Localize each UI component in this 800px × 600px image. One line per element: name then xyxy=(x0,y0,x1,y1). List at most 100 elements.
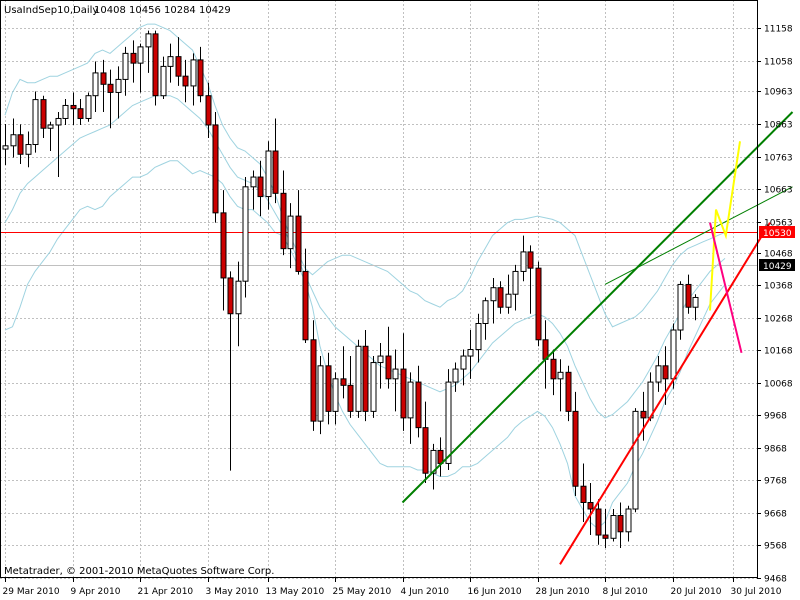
candle-bear xyxy=(77,108,84,119)
y-tick-label: 10468 xyxy=(764,250,793,260)
candle-bull xyxy=(610,515,617,539)
candle-bull xyxy=(265,150,272,198)
candle-bull xyxy=(32,99,39,146)
candle-bull xyxy=(145,33,152,48)
candle-bear xyxy=(40,99,47,129)
candle-bull xyxy=(317,365,324,422)
candle-bear xyxy=(572,410,579,487)
chart-ohlc-readout: 10408 10456 10284 10429 xyxy=(94,5,231,16)
candle-bear xyxy=(212,124,219,214)
chart-symbol-title: UsaIndSep10,Daily xyxy=(4,5,98,16)
candle-bull xyxy=(452,368,459,383)
candle-bear xyxy=(310,339,317,422)
y-tick-label: 10663 xyxy=(764,186,793,196)
candle-bear xyxy=(340,378,347,386)
candle-bull xyxy=(625,508,632,533)
candle-bull xyxy=(392,368,399,380)
candle-bear xyxy=(640,410,647,419)
candle-bear xyxy=(325,365,332,412)
bollinger-upper-line xyxy=(4,23,726,328)
candle-bull xyxy=(85,95,92,119)
candle-bull xyxy=(430,449,437,474)
horizontal-levels xyxy=(0,232,757,266)
yellow-projection xyxy=(709,141,741,311)
candle-bull xyxy=(190,59,197,87)
candle-bear xyxy=(497,287,504,308)
candle-bull xyxy=(167,56,174,67)
candle-bull xyxy=(55,117,62,126)
candle-bull xyxy=(445,381,452,464)
y-tick-label: 10368 xyxy=(764,282,793,292)
candle-bear xyxy=(280,192,287,250)
y-tick-label: 10863 xyxy=(764,121,793,131)
candle-bull xyxy=(47,124,54,129)
price-badge xyxy=(759,226,795,238)
candle-bull xyxy=(655,365,662,383)
x-tick-label: 16 Jun 2010 xyxy=(468,587,522,597)
candle-bear xyxy=(385,355,392,380)
candle-bear xyxy=(227,277,234,315)
candle-bear xyxy=(257,176,264,198)
candle-bull xyxy=(115,78,122,93)
candle-bull xyxy=(10,134,17,147)
y-tick-label: 10068 xyxy=(764,380,793,390)
candle-bear xyxy=(662,365,669,380)
candle-bear xyxy=(17,134,24,155)
green-channel-line xyxy=(401,111,794,504)
price-axis: 11158 11058 10963 10863 10763 10663 10563 10468… xyxy=(757,25,793,585)
candle-bull xyxy=(377,355,384,364)
candle-bull xyxy=(2,145,9,150)
trend-lines xyxy=(401,111,794,565)
candle-bull xyxy=(355,345,362,412)
candle-bear xyxy=(205,95,212,126)
candle-bull xyxy=(475,323,482,351)
y-tick-label: 9768 xyxy=(764,477,787,487)
candles xyxy=(2,30,699,549)
x-tick-label: 21 Apr 2010 xyxy=(138,587,194,597)
x-tick-label: 25 May 2010 xyxy=(333,587,392,597)
candle-bear xyxy=(197,59,204,97)
candle-bull xyxy=(332,378,339,412)
y-tick-label: 10268 xyxy=(764,315,793,325)
price-badge-label: 10429 xyxy=(763,262,792,272)
candle-bear xyxy=(535,267,542,341)
candle-bear xyxy=(272,150,279,194)
candle-bear xyxy=(182,75,189,87)
candle-bear xyxy=(580,485,587,503)
candle-bull xyxy=(92,72,99,97)
x-tick-label: 3 May 2010 xyxy=(206,587,259,597)
x-tick-label: 13 May 2010 xyxy=(266,587,325,597)
y-tick-label: 11158 xyxy=(764,25,793,35)
candle-bull xyxy=(460,355,467,370)
candle-bull xyxy=(512,270,519,295)
candle-bull xyxy=(407,381,414,419)
price-badge-label: 10530 xyxy=(763,229,792,239)
candle-bear xyxy=(415,381,422,429)
price-badges: 10530 10429 xyxy=(759,226,795,272)
y-tick-label: 10563 xyxy=(764,219,793,229)
green-thin-line xyxy=(604,186,793,285)
candle-bull xyxy=(467,349,474,357)
red-support-line xyxy=(559,222,771,565)
candle-bull xyxy=(490,287,497,302)
candle-bull xyxy=(25,144,32,155)
candle-bear xyxy=(550,358,557,380)
candle-bull xyxy=(370,362,377,412)
candle-bear xyxy=(527,251,534,269)
candle-bull xyxy=(137,46,144,64)
candle-bear xyxy=(220,212,227,279)
candle-bear xyxy=(617,515,624,533)
candle-bull xyxy=(632,410,639,510)
candle-bear xyxy=(107,83,114,93)
y-tick-label: 9568 xyxy=(764,542,787,552)
y-tick-label: 10763 xyxy=(764,154,793,164)
x-tick-label: 20 Jul 2010 xyxy=(671,587,722,597)
candle-bull xyxy=(692,296,699,308)
y-tick-label: 9668 xyxy=(764,510,787,520)
candle-bear xyxy=(400,368,407,419)
y-tick-label: 11058 xyxy=(764,58,793,68)
y-tick-label: 9968 xyxy=(764,412,787,422)
x-tick-label: 8 Jul 2010 xyxy=(603,587,648,597)
